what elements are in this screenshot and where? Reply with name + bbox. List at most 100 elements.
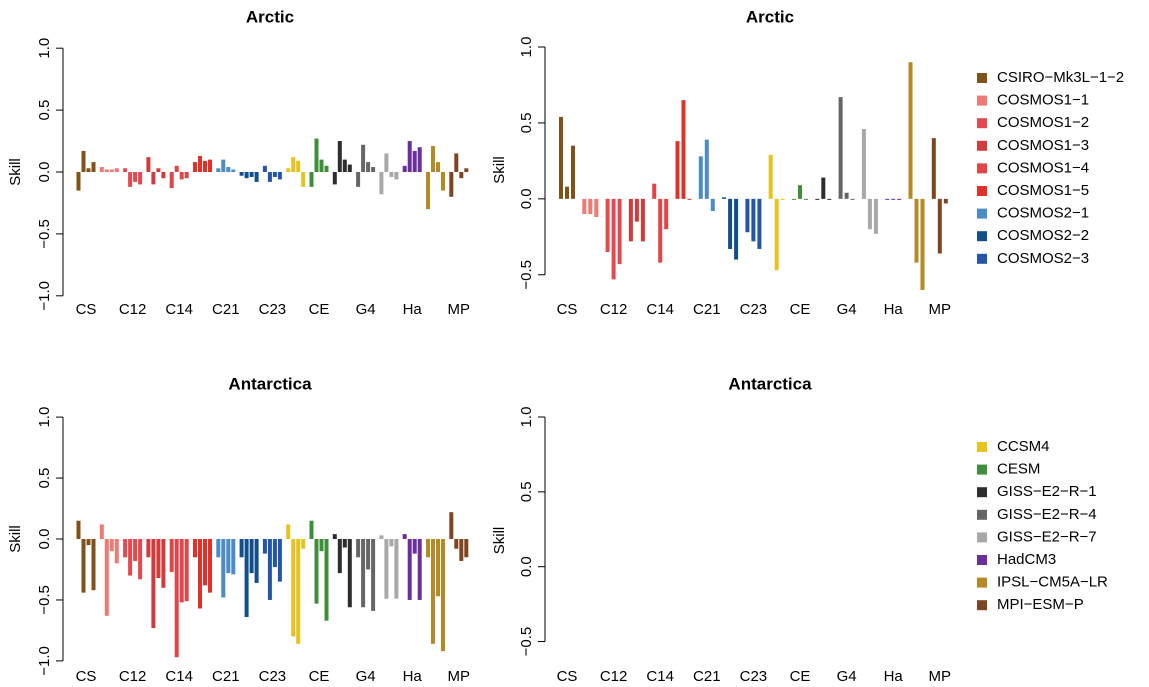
bar (249, 539, 254, 574)
bar (254, 172, 259, 182)
bar (459, 172, 464, 179)
bar (431, 146, 435, 172)
legend-swatch (977, 140, 987, 151)
bar (861, 129, 866, 199)
legend-label: CESM (997, 461, 1040, 478)
bar (231, 539, 236, 575)
bar (454, 539, 459, 549)
bar (640, 198, 645, 242)
y-tick-label: 1.0 (518, 407, 535, 428)
bar (301, 539, 306, 549)
x-tick-label: C23 (259, 668, 287, 685)
bar (464, 539, 469, 558)
x-tick-label: C21 (212, 668, 240, 685)
x-tick-label: C21 (693, 301, 721, 318)
bar (86, 539, 91, 546)
y-tick-label: 0.5 (518, 112, 535, 133)
bar (332, 534, 337, 539)
legend-swatch (977, 95, 987, 106)
bar (309, 520, 314, 539)
y-tick-label: −0.5 (36, 585, 53, 615)
bar (104, 169, 109, 172)
legend-label: COSMOS2−1 (997, 205, 1089, 222)
bar (885, 198, 890, 200)
y-tick-label: 0.5 (36, 468, 53, 489)
bar (384, 153, 389, 172)
bar (605, 198, 610, 252)
bar (436, 539, 440, 597)
bar (169, 539, 174, 572)
x-tick-label: CS (557, 668, 578, 685)
x-tick-label: C14 (165, 301, 193, 318)
bar (402, 534, 407, 539)
bar (301, 172, 306, 187)
x-tick-label: G4 (837, 668, 857, 685)
y-tick-label: 0.0 (36, 162, 53, 183)
legend-swatch (977, 231, 987, 242)
bar (161, 539, 166, 588)
bar (658, 198, 663, 263)
x-tick-label: Ha (884, 668, 904, 685)
x-tick-label: G4 (356, 668, 376, 685)
y-tick-label: 0.0 (518, 188, 535, 209)
bar (314, 539, 319, 604)
bar (184, 539, 189, 602)
bar (286, 524, 291, 539)
bar (133, 539, 138, 561)
bar (426, 172, 430, 210)
bar (146, 157, 151, 172)
legend-swatch (977, 208, 987, 219)
legend-swatch (977, 163, 987, 174)
legend-swatch (977, 487, 987, 498)
legend-swatch (977, 118, 987, 129)
bar (774, 198, 779, 271)
bar (208, 159, 212, 172)
bar (838, 97, 843, 199)
bar (366, 162, 371, 172)
chart-title: Arctic (246, 7, 294, 26)
bar (908, 62, 913, 199)
x-tick-label: CE (309, 668, 330, 685)
bar (239, 172, 244, 176)
legend-label: COSMOS1−2 (997, 114, 1089, 131)
bar (291, 157, 296, 172)
legend-label: CSIRO−Mk3L−1−2 (997, 69, 1124, 86)
y-tick-label: 1.0 (518, 37, 535, 58)
bar (412, 150, 417, 172)
bar (698, 156, 703, 199)
bar (449, 172, 454, 197)
bar (109, 169, 114, 172)
bar (611, 198, 616, 280)
x-tick-label: CS (76, 668, 97, 685)
x-tick-label: C14 (646, 668, 674, 685)
x-tick-label: C12 (600, 301, 628, 318)
y-axis-label: Skill (7, 158, 24, 186)
bar (231, 169, 236, 172)
legend-label: MPI−ESM−P (997, 596, 1084, 613)
bar (314, 138, 319, 172)
bar (937, 198, 942, 254)
x-tick-label: MP (448, 301, 471, 318)
bar (402, 165, 407, 172)
bar (324, 539, 329, 621)
bar (379, 535, 384, 539)
legend-swatch (977, 600, 987, 611)
legend-label: COSMOS1−1 (997, 92, 1089, 109)
y-tick-label: 0.0 (518, 556, 535, 577)
bar (412, 539, 417, 554)
bar (897, 198, 902, 200)
bar (379, 172, 384, 195)
bar (86, 168, 91, 172)
bar (844, 192, 849, 199)
bar (394, 539, 399, 599)
bar (798, 185, 802, 199)
x-tick-label: MP (929, 301, 952, 318)
bar (203, 160, 207, 172)
bar (203, 539, 207, 586)
bar (407, 539, 412, 600)
bar (617, 198, 622, 265)
bar (249, 172, 254, 177)
bar (291, 539, 296, 637)
bar (277, 172, 282, 180)
bar (815, 198, 820, 200)
